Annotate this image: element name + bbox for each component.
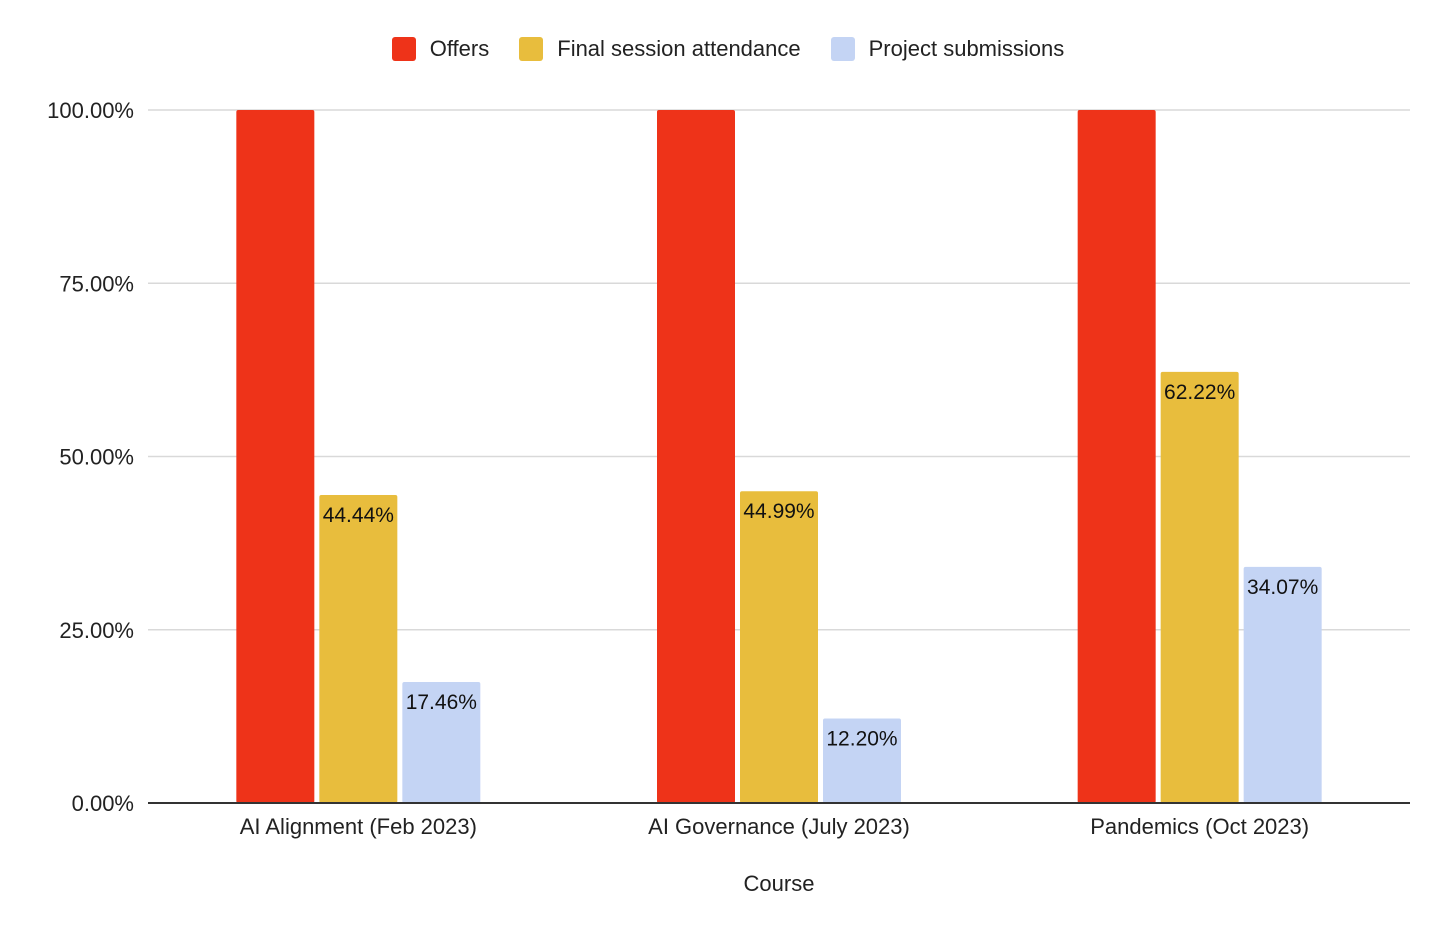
legend-swatch-offers <box>391 37 416 61</box>
y-tick-label: 0.00% <box>72 791 134 816</box>
bar-offers-pandemics-oct-2023 <box>1077 110 1156 803</box>
bar-offers-ai-alignment-feb-2023 <box>236 110 315 803</box>
x-tick-label: Pandemics (Oct 2023) <box>1090 814 1309 839</box>
x-tick-label: AI Alignment (Feb 2023) <box>240 814 477 839</box>
legend-swatch-project-submissions <box>830 37 855 61</box>
y-tick-label: 25.00% <box>59 618 134 643</box>
bar-final-session-attendance-pandemics-oct-2023 <box>1160 371 1239 803</box>
x-tick-label: AI Governance (July 2023) <box>648 814 910 839</box>
legend-label-project-submissions: Project submissions <box>868 36 1065 61</box>
data-label: 44.99% <box>743 500 814 523</box>
legend-label-offers: Offers <box>429 36 490 61</box>
legend: Offers Final session attendance Project … <box>0 36 1456 62</box>
y-tick-label: 75.00% <box>59 271 134 296</box>
data-label: 62.22% <box>1164 381 1235 404</box>
legend-item-final-session-attendance: Final session attendance <box>519 36 801 62</box>
legend-label-final-session-attendance: Final session attendance <box>557 36 801 61</box>
x-axis-title: Course <box>744 871 815 896</box>
data-label: 17.46% <box>406 691 477 714</box>
bar-offers-ai-governance-july-2023 <box>657 110 735 803</box>
bar-project-submissions-ai-alignment-feb-2023 <box>402 682 481 803</box>
bar-project-submissions-pandemics-oct-2023 <box>1243 566 1322 803</box>
y-tick-label: 100.00% <box>47 98 134 123</box>
bar-final-session-attendance-ai-alignment-feb-2023 <box>319 495 398 803</box>
data-label: 44.44% <box>323 504 394 527</box>
bar-project-submissions-ai-governance-july-2023 <box>823 718 901 803</box>
y-tick-label: 50.00% <box>59 445 134 470</box>
bar-final-session-attendance-ai-governance-july-2023 <box>740 491 818 803</box>
legend-item-project-submissions: Project submissions <box>830 36 1065 62</box>
data-label: 34.07% <box>1247 576 1318 599</box>
legend-swatch-final-session-attendance <box>519 37 544 61</box>
legend-item-offers: Offers <box>391 36 490 62</box>
data-label: 12.20% <box>826 727 897 750</box>
